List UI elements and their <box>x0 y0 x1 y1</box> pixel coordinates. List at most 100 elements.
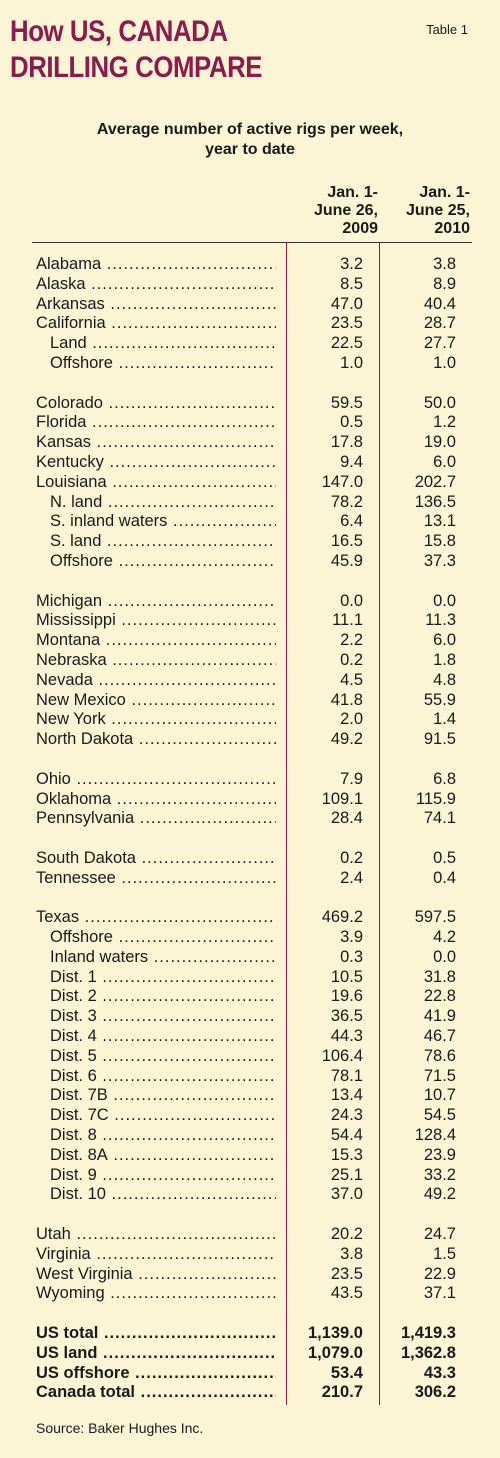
table-row: Dist. 9 25.1 33.2 <box>0 1166 500 1186</box>
row-label: Nevada <box>36 671 276 691</box>
row-label: Mississippi <box>36 611 276 631</box>
value-2010: 23.9 <box>423 1145 456 1164</box>
value-2009: 28.4 <box>330 809 363 828</box>
table-row: Dist. 4 44.3 46.7 <box>0 1027 500 1047</box>
value-2010: 128.4 <box>414 1126 456 1145</box>
row-label: Michigan <box>36 592 276 612</box>
column-header-2010-line-2: June 25, <box>405 202 470 219</box>
column-header-2010-line-3: 2010 <box>434 220 470 237</box>
value-2010: 306.2 <box>414 1383 456 1402</box>
value-2010: 71.5 <box>423 1066 456 1085</box>
value-2009: 16.5 <box>330 532 363 551</box>
value-2009: 23.5 <box>330 1264 363 1283</box>
value-2009: 3.9 <box>340 928 363 947</box>
row-label: Dist. 5 <box>50 1047 276 1067</box>
value-2010: 136.5 <box>414 492 456 511</box>
row-label: US total <box>36 1324 276 1344</box>
table-row: Dist. 3 36.5 41.9 <box>0 1007 500 1027</box>
table-row: Land 22.5 27.7 <box>0 334 500 354</box>
row-label: Offshore <box>50 928 276 948</box>
value-2010: 6.8 <box>433 769 456 788</box>
value-2010: 55.9 <box>423 690 456 709</box>
row-label: Land <box>50 334 276 354</box>
value-2010: 3.8 <box>433 255 456 273</box>
row-label: Alaska <box>36 275 276 295</box>
row-label: Oklahoma <box>36 790 276 810</box>
row-spacer <box>0 1304 500 1324</box>
table-row: S. inland waters 6.4 13.1 <box>0 512 500 532</box>
value-2009: 4.5 <box>340 670 363 689</box>
row-label: Dist. 6 <box>50 1067 276 1087</box>
value-2010: 4.2 <box>433 928 456 947</box>
row-label: Pennsylvania <box>36 809 276 829</box>
table-row: S. land 16.5 15.8 <box>0 532 500 552</box>
table-row: New Mexico 41.8 55.9 <box>0 691 500 711</box>
value-2010: 41.9 <box>423 1007 456 1026</box>
table-body: Alabama 3.2 3.8 Alaska 8.5 8.9 Arkansas 47.0 40.… <box>0 255 500 1403</box>
total-row: Canada total 210.7 306.2 <box>0 1383 500 1403</box>
caption-line-1: Average number of active rigs per week, <box>96 121 404 138</box>
value-2010: 1.2 <box>433 413 456 432</box>
table-row: Ohio 7.9 6.8 <box>0 770 500 790</box>
row-label: Dist. 1 <box>50 968 276 988</box>
value-2009: 0.3 <box>340 947 363 966</box>
row-label: Wyoming <box>36 1284 276 1304</box>
table-caption: Average number of active rigs per week, … <box>0 120 500 160</box>
value-2009: 10.5 <box>330 967 363 986</box>
value-2010: 50.0 <box>423 393 456 412</box>
value-2009: 19.6 <box>330 987 363 1006</box>
value-2009: 3.8 <box>340 1244 363 1263</box>
value-2009: 41.8 <box>330 690 363 709</box>
value-2010: 11.3 <box>425 611 456 630</box>
value-2010: 46.7 <box>423 1027 456 1046</box>
value-2010: 22.8 <box>423 987 456 1006</box>
column-header-2010: Jan. 1- June 25, 2010 <box>378 184 470 238</box>
table-row: Dist. 7C 24.3 54.5 <box>0 1106 500 1126</box>
source-note: Source: Baker Hughes Inc. <box>36 1420 204 1436</box>
table-row: North Dakota 49.2 91.5 <box>0 730 500 750</box>
value-2009: 45.9 <box>330 551 363 570</box>
column-divider-1 <box>286 242 287 1405</box>
row-spacer <box>0 889 500 909</box>
row-label: Dist. 3 <box>50 1007 276 1027</box>
value-2009: 25.1 <box>330 1165 363 1184</box>
table-row: Colorado 59.5 50.0 <box>0 394 500 414</box>
row-label: US land <box>36 1344 276 1364</box>
row-label: S. land <box>50 532 276 552</box>
value-2009: 1,139.0 <box>307 1324 363 1343</box>
value-2009: 210.7 <box>321 1383 363 1402</box>
table-row: California 23.5 28.7 <box>0 314 500 334</box>
caption-line-2: year to date <box>205 141 295 158</box>
table-row: Wyoming 43.5 37.1 <box>0 1284 500 1304</box>
value-2010: 4.8 <box>433 670 456 689</box>
row-label: Nebraska <box>36 651 276 671</box>
value-2010: 19.0 <box>423 433 456 452</box>
table-row: Michigan 0.0 0.0 <box>0 592 500 612</box>
row-label: Dist. 2 <box>50 987 276 1007</box>
value-2010: 202.7 <box>414 472 456 491</box>
row-label: Colorado <box>36 394 276 414</box>
value-2010: 0.5 <box>433 848 456 867</box>
row-label: Dist. 9 <box>50 1166 276 1186</box>
row-label: Utah <box>36 1225 276 1245</box>
value-2010: 1.8 <box>433 650 456 669</box>
value-2009: 0.2 <box>340 650 363 669</box>
value-2010: 27.7 <box>423 334 456 353</box>
value-2009: 13.4 <box>330 1086 363 1105</box>
value-2009: 1.0 <box>340 353 363 372</box>
row-label: Montana <box>36 631 276 651</box>
table-row: Montana 2.2 6.0 <box>0 631 500 651</box>
value-2010: 74.1 <box>423 809 456 828</box>
value-2010: 91.5 <box>423 730 456 749</box>
table-row: Dist. 2 19.6 22.8 <box>0 987 500 1007</box>
value-2010: 33.2 <box>423 1165 456 1184</box>
value-2010: 22.9 <box>423 1264 456 1283</box>
value-2009: 36.5 <box>330 1007 363 1026</box>
value-2010: 15.8 <box>423 532 456 551</box>
row-label: Ohio <box>36 770 276 790</box>
value-2009: 0.0 <box>340 591 363 610</box>
value-2010: 8.9 <box>433 274 456 293</box>
table-row: Alaska 8.5 8.9 <box>0 275 500 295</box>
value-2010: 1.4 <box>433 710 456 729</box>
table-row: Oklahoma 109.1 115.9 <box>0 790 500 810</box>
